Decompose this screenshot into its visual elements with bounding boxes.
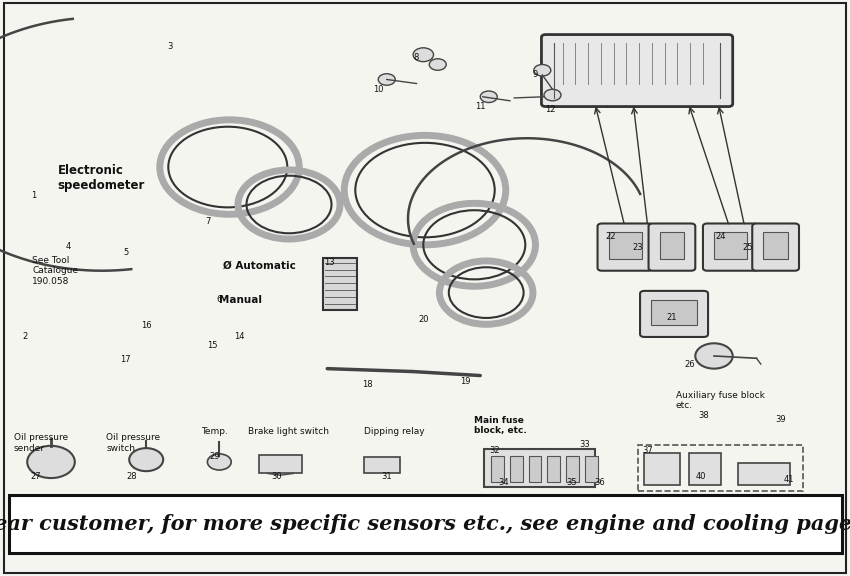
Text: Main fuse
block, etc.: Main fuse block, etc. <box>474 416 527 435</box>
Text: 14: 14 <box>235 332 245 342</box>
Text: 20: 20 <box>418 315 428 324</box>
Text: 17: 17 <box>121 355 131 365</box>
Text: Ø Automatic: Ø Automatic <box>223 260 296 270</box>
Bar <box>566 456 579 482</box>
Text: 38: 38 <box>699 411 709 420</box>
FancyBboxPatch shape <box>640 291 708 337</box>
Text: 8: 8 <box>414 53 419 62</box>
Text: 3: 3 <box>167 41 173 51</box>
Bar <box>644 453 680 485</box>
Text: Oil pressure
sender: Oil pressure sender <box>14 433 68 453</box>
Text: 33: 33 <box>580 440 590 449</box>
Text: Electronic
speedometer: Electronic speedometer <box>58 164 145 192</box>
Text: 41: 41 <box>784 475 794 484</box>
Circle shape <box>413 48 434 62</box>
Text: 32: 32 <box>490 446 500 455</box>
Circle shape <box>207 454 231 470</box>
Circle shape <box>544 89 561 101</box>
Circle shape <box>480 91 497 103</box>
Bar <box>714 232 747 259</box>
FancyBboxPatch shape <box>598 223 653 271</box>
Circle shape <box>429 59 446 70</box>
Text: 26: 26 <box>685 359 695 369</box>
Text: 13: 13 <box>325 257 335 267</box>
Text: 28: 28 <box>127 472 137 482</box>
Bar <box>491 456 504 482</box>
Circle shape <box>27 446 75 478</box>
Text: 19: 19 <box>461 377 471 386</box>
Bar <box>688 453 721 485</box>
Text: 11: 11 <box>475 102 485 111</box>
Text: Temp.: Temp. <box>201 427 228 437</box>
Text: 23: 23 <box>632 243 643 252</box>
Text: 18: 18 <box>362 380 372 389</box>
Text: Oil pressure
switch: Oil pressure switch <box>106 433 161 453</box>
Bar <box>484 449 595 487</box>
Bar <box>585 456 598 482</box>
Text: 34: 34 <box>498 478 508 487</box>
Text: 22: 22 <box>605 232 615 241</box>
FancyBboxPatch shape <box>752 223 799 271</box>
Bar <box>323 258 357 310</box>
Text: 4: 4 <box>65 242 71 251</box>
Text: 16: 16 <box>141 321 151 330</box>
Text: 24: 24 <box>716 232 726 241</box>
Text: 1: 1 <box>31 191 37 200</box>
Text: See Tool
Catalogue
190.058: See Tool Catalogue 190.058 <box>32 256 78 286</box>
Bar <box>738 463 790 485</box>
Text: 7: 7 <box>206 217 211 226</box>
Circle shape <box>695 343 733 369</box>
Bar <box>547 456 560 482</box>
Bar <box>8 495 842 553</box>
Text: 39: 39 <box>775 415 785 424</box>
FancyBboxPatch shape <box>703 223 758 271</box>
Circle shape <box>129 448 163 471</box>
Bar <box>651 300 697 325</box>
Text: 40: 40 <box>696 472 706 482</box>
Text: 29: 29 <box>209 452 219 461</box>
Text: 10: 10 <box>373 85 383 94</box>
Text: 37: 37 <box>643 446 653 455</box>
Text: Brake light switch: Brake light switch <box>248 427 329 437</box>
Bar <box>638 445 803 491</box>
Bar <box>660 232 684 259</box>
Circle shape <box>378 74 395 85</box>
Text: 25: 25 <box>743 243 753 252</box>
Text: 9: 9 <box>533 70 538 79</box>
Text: 12: 12 <box>546 105 556 114</box>
Text: 2: 2 <box>23 332 28 342</box>
Text: 36: 36 <box>594 478 604 487</box>
FancyBboxPatch shape <box>541 35 733 107</box>
Bar <box>510 456 523 482</box>
Text: 31: 31 <box>382 472 392 482</box>
Text: Dear customer, for more specific sensors etc., see engine and cooling pages!: Dear customer, for more specific sensors… <box>0 514 850 534</box>
Text: 27: 27 <box>31 472 41 482</box>
Text: Dipping relay: Dipping relay <box>364 427 424 437</box>
Bar <box>529 456 541 482</box>
Bar <box>609 232 642 259</box>
Text: 15: 15 <box>207 341 218 350</box>
Text: 6: 6 <box>217 295 222 304</box>
Text: Manual: Manual <box>219 295 263 305</box>
Text: 30: 30 <box>271 472 281 482</box>
Text: 21: 21 <box>666 313 677 323</box>
Bar <box>259 455 302 473</box>
Text: 5: 5 <box>123 248 128 257</box>
Text: Auxiliary fuse block
etc.: Auxiliary fuse block etc. <box>676 391 765 410</box>
Text: 35: 35 <box>566 478 576 487</box>
Circle shape <box>534 65 551 76</box>
Bar <box>763 232 788 259</box>
Bar <box>364 457 400 473</box>
FancyBboxPatch shape <box>649 223 695 271</box>
